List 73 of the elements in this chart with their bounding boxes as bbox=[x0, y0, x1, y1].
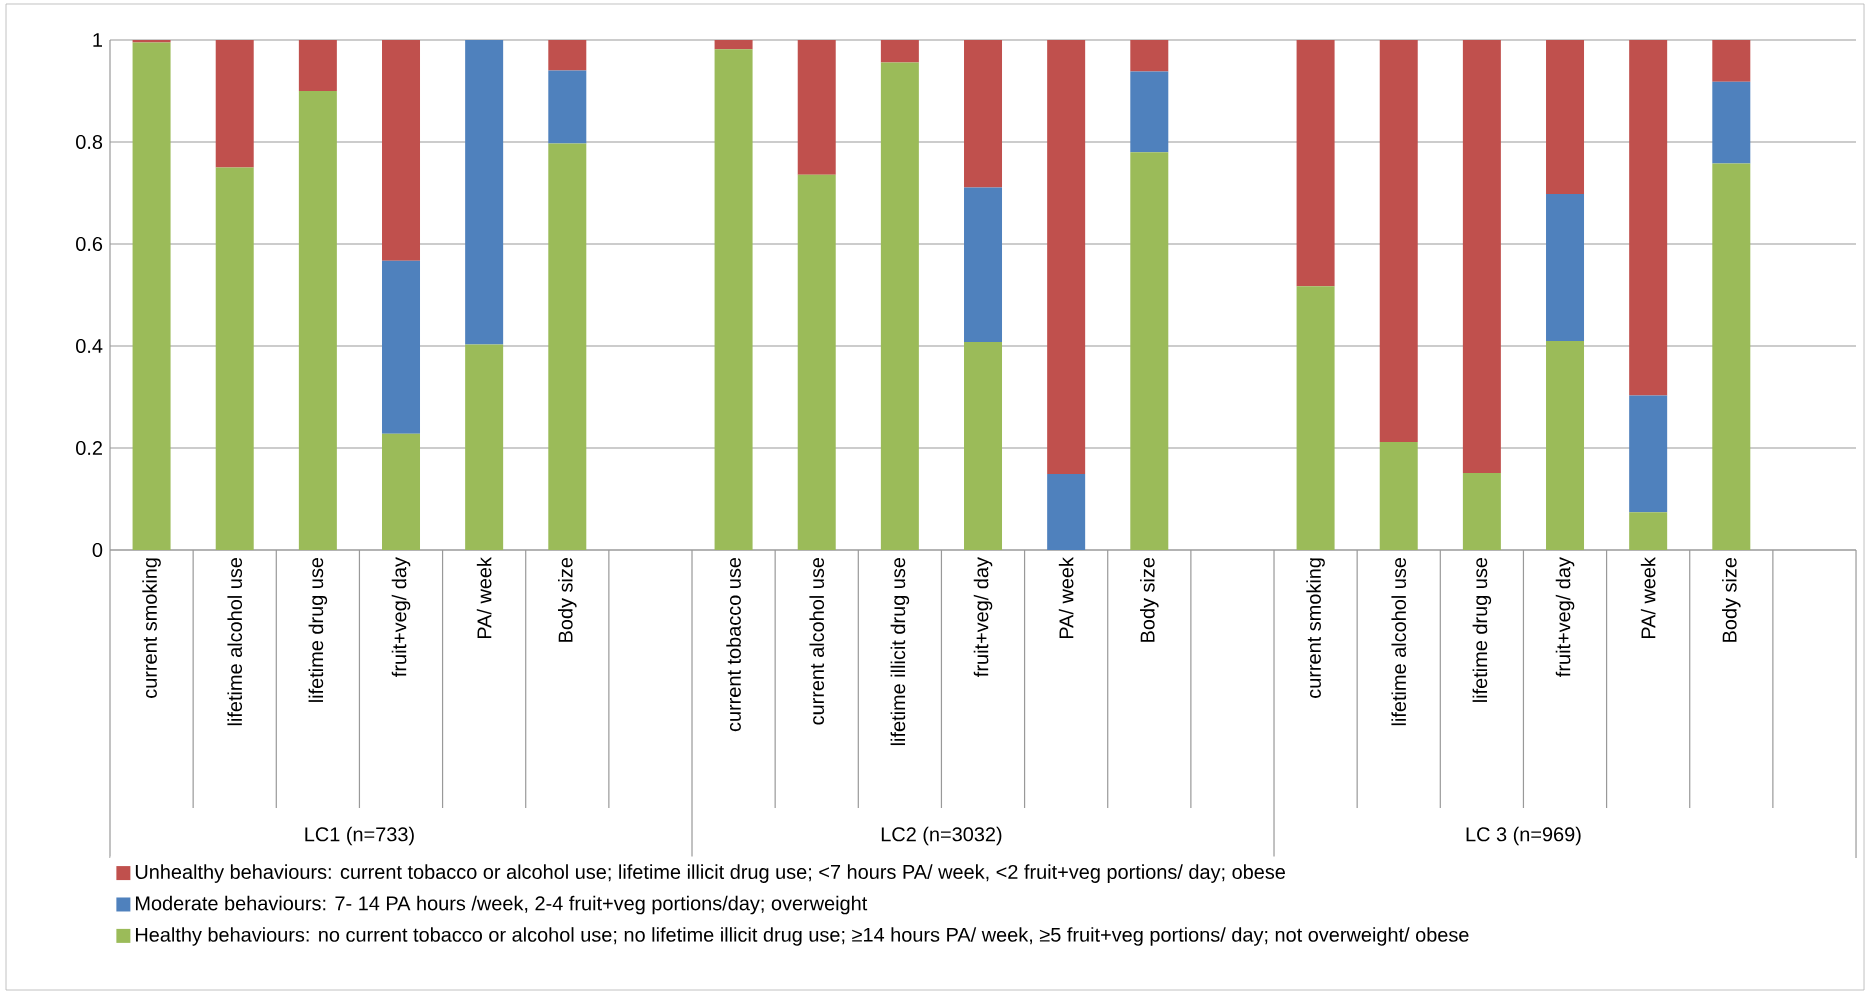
x-tick-label: current alcohol use bbox=[809, 557, 825, 725]
bar bbox=[1047, 474, 1086, 550]
y-tick-label: 0.4 bbox=[76, 338, 103, 354]
bar bbox=[382, 39, 421, 261]
bar bbox=[1629, 39, 1668, 396]
bar bbox=[1296, 286, 1335, 550]
bar bbox=[1629, 395, 1668, 513]
bar bbox=[1712, 163, 1751, 550]
legend-label: Unhealthy behaviours: current tobacco or alcohol use; lifetime illicit drug use; <7 hours PA/ week, <2 fruit+veg portions/ day; obese bbox=[135, 864, 1285, 883]
bar bbox=[1130, 71, 1169, 153]
bar bbox=[1130, 152, 1169, 550]
bar bbox=[548, 70, 587, 144]
bar bbox=[215, 39, 254, 168]
x-tick-label: fruit+veg/ day bbox=[391, 557, 411, 677]
x-tick-label: fruit+veg/ day bbox=[973, 557, 993, 677]
x-tick-label: lifetime alcohol use bbox=[1391, 557, 1407, 726]
bar bbox=[1462, 472, 1501, 550]
x-tick-label: lifetime drug use bbox=[308, 557, 328, 702]
bar bbox=[548, 39, 587, 71]
bar bbox=[1629, 512, 1668, 550]
bar bbox=[964, 187, 1003, 342]
bar bbox=[1130, 39, 1169, 72]
x-tick-label: current smoking bbox=[142, 558, 161, 698]
x-tick-label: PA/ week bbox=[1640, 557, 1656, 639]
bar bbox=[132, 39, 171, 43]
x-tick-label: current tobacco use bbox=[726, 557, 741, 732]
x-tick-label: Body size bbox=[558, 557, 577, 642]
bar bbox=[465, 344, 504, 550]
bar bbox=[465, 39, 504, 345]
bar bbox=[1712, 39, 1751, 82]
text: LC2 (n=3032) bbox=[881, 826, 1002, 846]
bar bbox=[215, 167, 254, 550]
x-tick-label: current smoking bbox=[1306, 558, 1325, 698]
bar bbox=[880, 62, 919, 550]
x-tick-label: Body size bbox=[1722, 557, 1741, 642]
bar bbox=[548, 143, 587, 550]
bar bbox=[1379, 441, 1418, 550]
bar bbox=[298, 39, 337, 91]
legend-label: Healthy behaviours: no current tobacco or alcohol use; no lifetime illicit drug use; ≥14 hours PA/ week, ≥5 fruit+veg portions/ day; not overweight/ obese bbox=[135, 927, 1469, 946]
bar bbox=[797, 174, 836, 550]
bar bbox=[1462, 39, 1501, 473]
bar bbox=[1047, 39, 1086, 475]
y-tick-label: 0.2 bbox=[76, 440, 102, 456]
bar bbox=[714, 39, 753, 50]
text: LC1 (n=733) bbox=[305, 826, 414, 846]
bar bbox=[964, 341, 1003, 550]
bar bbox=[298, 90, 337, 550]
bar bbox=[1546, 194, 1585, 341]
bar bbox=[880, 39, 919, 63]
bar bbox=[964, 39, 1003, 188]
y-tick-label: 1 bbox=[93, 33, 102, 47]
bar bbox=[1712, 81, 1751, 164]
bar bbox=[382, 433, 421, 550]
y-tick-label: 0.8 bbox=[76, 134, 103, 150]
x-tick-label: PA/ week bbox=[1058, 557, 1074, 639]
bar bbox=[714, 49, 753, 550]
x-tick-label: fruit+veg/ day bbox=[1555, 557, 1575, 677]
x-tick-label: lifetime illicit drug use bbox=[890, 557, 910, 746]
text: LC 3 (n=969) bbox=[1466, 826, 1581, 846]
bar bbox=[382, 260, 421, 434]
legend-label: Moderate behaviours: 7- 14 PA hours /week, 2-4 fruit+veg portions/day; overweight bbox=[135, 895, 868, 915]
y-tick-label: 0.6 bbox=[76, 236, 103, 252]
bar bbox=[797, 39, 836, 175]
x-tick-label: Body size bbox=[1140, 557, 1159, 642]
bar bbox=[1296, 39, 1335, 287]
y-tick-label: 0 bbox=[92, 542, 103, 558]
bar bbox=[1546, 340, 1585, 550]
bar bbox=[1546, 39, 1585, 195]
bar bbox=[132, 42, 171, 550]
bar bbox=[1379, 39, 1418, 442]
x-tick-label: lifetime drug use bbox=[1472, 557, 1492, 702]
x-tick-label: lifetime alcohol use bbox=[227, 557, 243, 726]
x-tick-label: PA/ week bbox=[476, 557, 492, 639]
